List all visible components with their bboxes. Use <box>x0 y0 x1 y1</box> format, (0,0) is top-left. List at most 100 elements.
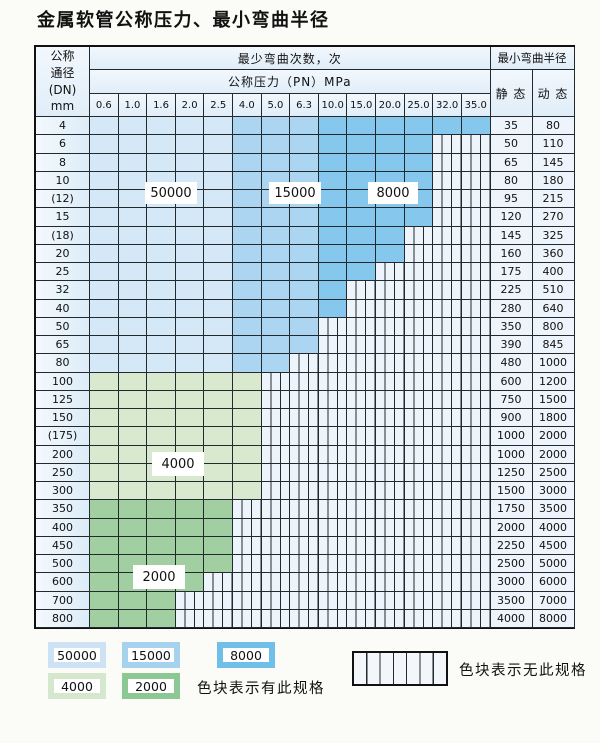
spec-cell <box>404 208 434 227</box>
spec-cell <box>233 299 262 318</box>
spec-cell <box>261 244 291 263</box>
spec-cell <box>118 372 148 391</box>
spec-cell <box>90 263 119 282</box>
no-spec-cell <box>433 463 462 482</box>
no-spec-cell <box>404 573 434 592</box>
spec-cell <box>175 390 205 409</box>
spec-cell <box>290 336 319 355</box>
spec-cell <box>204 117 234 136</box>
no-spec-cell <box>261 482 291 501</box>
spec-cell <box>261 263 291 282</box>
dynamic-value-cell: 110 <box>532 135 575 154</box>
no-spec-cell <box>433 263 462 282</box>
spec-cell <box>175 208 205 227</box>
spec-cell <box>233 226 262 245</box>
spec-cell <box>118 609 148 628</box>
no-spec-cell <box>290 536 319 555</box>
no-spec-cell <box>290 372 319 391</box>
spec-cell <box>118 336 148 355</box>
no-spec-cell <box>261 445 291 464</box>
no-spec-cell <box>461 336 491 355</box>
spec-cell <box>147 135 176 154</box>
no-spec-cell <box>290 390 319 409</box>
spec-cell <box>147 482 176 501</box>
spec-cell <box>118 445 148 464</box>
spec-cell <box>433 117 462 136</box>
no-spec-cell <box>404 244 434 263</box>
spec-cell <box>90 135 119 154</box>
static-value-cell: 1000 <box>490 427 533 446</box>
spec-cell <box>204 390 234 409</box>
spec-cell <box>90 445 119 464</box>
spec-cell <box>90 299 119 318</box>
dn-cell: 250 <box>36 463 90 482</box>
spec-cell <box>118 190 148 209</box>
spec-cell <box>175 500 205 519</box>
no-spec-cell <box>461 263 491 282</box>
dynamic-header: 动 态 <box>532 70 575 117</box>
no-spec-cell <box>318 555 348 574</box>
spec-cell <box>175 536 205 555</box>
static-value-cell: 390 <box>490 336 533 355</box>
no-spec-cell <box>261 573 291 592</box>
no-spec-cell <box>347 445 377 464</box>
no-spec-cell <box>318 463 348 482</box>
spec-cell <box>175 281 205 300</box>
no-spec-cell <box>376 482 405 501</box>
spec-cell <box>261 208 291 227</box>
spec-cell <box>376 208 405 227</box>
spec-table-grid: 公称 通径 (DN) mm 最少弯曲次数，次 最小弯曲半径 公称压力（PN）MPa 静 态动 … <box>36 47 575 628</box>
no-spec-cell <box>261 591 291 610</box>
no-spec-cell <box>376 555 405 574</box>
spec-table: 公称 通径 (DN) mm 最少弯曲次数，次 最小弯曲半径 公称压力（PN）MPa 静 态动 … <box>34 45 575 629</box>
spec-cell <box>90 609 119 628</box>
no-spec-cell <box>233 555 262 574</box>
no-spec-cell <box>404 518 434 537</box>
spec-cell <box>204 299 234 318</box>
no-spec-cell <box>233 591 262 610</box>
no-spec-cell <box>461 208 491 227</box>
no-spec-cell <box>347 518 377 537</box>
spec-cell <box>404 117 434 136</box>
dynamic-value-cell: 2000 <box>532 445 575 464</box>
spec-cell <box>233 190 262 209</box>
no-spec-cell <box>347 463 377 482</box>
no-spec-cell <box>376 445 405 464</box>
no-spec-cell <box>461 372 491 391</box>
spec-cell <box>147 354 176 373</box>
static-value-cell: 1750 <box>490 500 533 519</box>
spec-cell <box>233 463 262 482</box>
spec-cell <box>118 299 148 318</box>
spec-cell <box>204 190 234 209</box>
no-spec-cell <box>318 536 348 555</box>
spec-cell <box>261 336 291 355</box>
pressure-value-cell: 2.5 <box>204 94 234 117</box>
pressure-value-cell: 32.0 <box>433 94 462 117</box>
dn-cell: 80 <box>36 354 90 373</box>
spec-cell <box>175 482 205 501</box>
spec-cell <box>233 263 262 282</box>
spec-cell <box>290 263 319 282</box>
legend-swatch-15000: 15000 <box>122 642 180 668</box>
spec-cell <box>376 117 405 136</box>
pressure-value-cell: 5.0 <box>261 94 291 117</box>
static-value-cell: 120 <box>490 208 533 227</box>
cycle-count-label: 4000 <box>152 452 204 476</box>
dn-cell: 600 <box>36 573 90 592</box>
dn-cell: 150 <box>36 409 90 428</box>
no-spec-cell <box>318 390 348 409</box>
no-spec-cell <box>461 500 491 519</box>
no-spec-cell <box>376 409 405 428</box>
static-header: 静 态 <box>490 70 533 117</box>
no-spec-cell <box>461 281 491 300</box>
spec-cell <box>90 500 119 519</box>
spec-cell <box>118 390 148 409</box>
no-spec-cell <box>433 390 462 409</box>
spec-cell <box>147 153 176 172</box>
spec-cell <box>204 445 234 464</box>
no-spec-cell <box>433 591 462 610</box>
cycle-count-label: 8000 <box>368 182 418 204</box>
spec-cell <box>376 244 405 263</box>
bend-cycles-header: 最少弯曲次数，次 <box>90 47 491 70</box>
